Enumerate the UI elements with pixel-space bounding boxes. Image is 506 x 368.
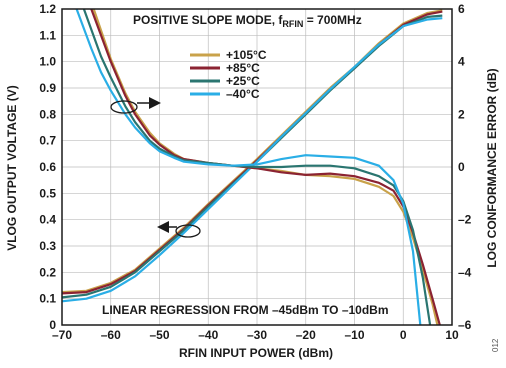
- axis-indicators: [110, 97, 201, 238]
- y-left-tick-label: 0.6: [39, 160, 56, 174]
- chart-title-main: POSITIVE SLOPE MODE, f: [133, 13, 283, 27]
- legend-label: –40°C: [226, 87, 260, 101]
- y-left-tick-label: 0: [49, 318, 56, 332]
- x-tick-label: –40: [198, 328, 218, 342]
- y-left-tick-label: 0.3: [39, 239, 56, 253]
- legend-label: +105°C: [226, 48, 267, 62]
- x-tick-label: –10: [344, 328, 364, 342]
- x-tick-label: –50: [149, 328, 169, 342]
- y-left-tick-label: 0.4: [39, 213, 56, 227]
- legend-label: +25°C: [226, 74, 260, 88]
- x-tick-label: 0: [400, 328, 407, 342]
- legend-label: +85°C: [226, 61, 260, 75]
- series-line-error: [75, 8, 422, 326]
- regression-annotation: LINEAR REGRESSION FROM –45dBm TO –10dBm: [102, 303, 389, 317]
- vlog-curves-indicator: [175, 224, 201, 238]
- y-axis-left-title: VLOG OUTPUT VOLTAGE (V): [5, 85, 19, 251]
- legend: +105°C+85°C+25°C–40°C: [190, 48, 267, 101]
- y-right-tick-label: 4: [458, 55, 465, 69]
- y-left-tick-label: 0.5: [39, 186, 56, 200]
- x-axis-title: RFIN INPUT POWER (dBm): [179, 346, 333, 360]
- y-left-tick-label: 0.7: [39, 134, 56, 148]
- y-left-tick-label: 0.8: [39, 107, 56, 121]
- series-line-vlog: [61, 17, 443, 303]
- error-curves-indicator: [110, 100, 138, 114]
- y-left-tick-label: 0.9: [39, 81, 56, 95]
- y-right-tick-label: 6: [458, 2, 465, 16]
- y-right-tick-label: 0: [458, 160, 465, 174]
- series-line-error: [90, 8, 441, 326]
- y-left-tick-label: 1.0: [39, 55, 56, 69]
- tick-labels: –70 –60 –50 –40 –30 –20 –10 0 1000.10.20.30.40.5…: [39, 2, 471, 342]
- x-tick-label: –70: [52, 328, 72, 342]
- chart-title: POSITIVE SLOPE MODE, fRFIN = 700MHz: [133, 13, 362, 29]
- y-right-tick-label: –2: [458, 213, 472, 227]
- chart-title-subscript: RFIN: [282, 19, 303, 29]
- y-axis-right-title: LOG CONFORMANCE ERROR (dB): [485, 68, 499, 267]
- y-left-tick-label: 0.1: [39, 292, 56, 306]
- series-layer: [61, 8, 443, 326]
- chart-title-tail: = 700MHz: [303, 13, 361, 27]
- y-left-tick-label: 1.1: [39, 28, 56, 42]
- y-left-tick-label: 0.2: [39, 265, 56, 279]
- plot-frame: [61, 8, 453, 326]
- y-right-tick-label: –4: [458, 265, 472, 279]
- x-tick-label: –60: [101, 328, 121, 342]
- x-tick-label: 10: [445, 328, 459, 342]
- y-left-tick-label: 1.2: [39, 2, 56, 16]
- figure-number: 012: [491, 338, 500, 352]
- x-tick-label: –20: [296, 328, 316, 342]
- y-right-tick-label: –6: [458, 318, 472, 332]
- y-right-tick-label: 2: [458, 107, 465, 121]
- x-tick-label: –30: [247, 328, 267, 342]
